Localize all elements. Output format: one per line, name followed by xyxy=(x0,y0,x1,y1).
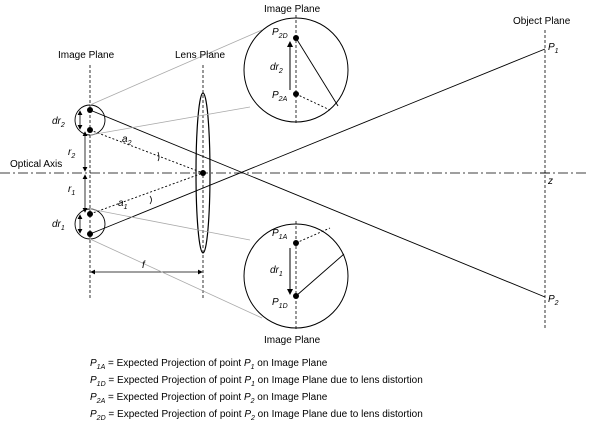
label-object-plane: Object Plane xyxy=(513,16,571,27)
legend: P1A = Expected Projection of point P1 on… xyxy=(90,357,510,425)
label-p2a: P2A xyxy=(272,90,288,103)
zoom-bot-ray xyxy=(295,253,345,297)
legend-row: P1D = Expected Projection of point P1 on… xyxy=(90,375,423,388)
label-dr1: dr1 xyxy=(52,219,65,232)
point-p2a xyxy=(293,91,299,97)
ray-p2 xyxy=(89,48,546,235)
label-optical-axis: Optical Axis xyxy=(10,159,62,170)
point-p1a xyxy=(293,240,299,246)
point-p1d xyxy=(293,293,299,299)
label-image-plane-bottom: Image Plane xyxy=(264,335,321,346)
label-image-plane-top: Image Plane xyxy=(264,4,321,15)
label-p2: P2 xyxy=(548,294,559,307)
diagram-canvas: Image Plane Lens Plane Image Plane Image… xyxy=(0,4,589,346)
label-p1d: P1D xyxy=(272,297,288,310)
label-z: z xyxy=(547,176,553,187)
legend-row: P2D = Expected Projection of point P2 on… xyxy=(90,409,423,422)
label-image-plane-left: Image Plane xyxy=(58,50,115,61)
lens-distortion-diagram: Image Plane Lens Plane Image Plane Image… xyxy=(0,4,589,422)
point-lower-a xyxy=(87,211,93,217)
label-a1: a1 xyxy=(118,198,128,211)
label-r2: r2 xyxy=(68,147,75,160)
dotted-ray-lower xyxy=(89,172,204,215)
point-p2d xyxy=(293,35,299,41)
label-p2d: P2D xyxy=(272,27,288,40)
angle-a2-arc xyxy=(157,151,160,162)
label-p1: P1 xyxy=(548,42,559,55)
lens-center-point xyxy=(200,170,206,176)
connector-bot-a xyxy=(89,208,251,241)
label-dr2: dr2 xyxy=(52,116,65,129)
label-p1a: P1A xyxy=(272,228,288,241)
legend-row: P1A = Expected Projection of point P1 on… xyxy=(90,358,328,371)
legend-row: P2A = Expected Projection of point P2 on… xyxy=(90,392,328,405)
label-zoom-dr1: dr1 xyxy=(270,265,283,278)
label-f: f xyxy=(142,260,146,271)
connector-top-b xyxy=(89,106,251,136)
label-a2: a2 xyxy=(122,134,132,147)
label-zoom-dr2: dr2 xyxy=(270,62,283,75)
connector-top-a xyxy=(89,29,263,106)
ray-p1 xyxy=(89,109,546,298)
angle-a1-arc xyxy=(149,195,152,205)
connector-bot-b xyxy=(89,238,263,319)
label-lens-plane: Lens Plane xyxy=(175,50,225,61)
dotted-ray-upper xyxy=(89,129,204,174)
point-lower-d xyxy=(87,231,93,237)
lens-ellipse xyxy=(195,92,211,254)
label-r1: r1 xyxy=(68,184,75,197)
point-upper-d xyxy=(87,107,93,113)
point-upper-a xyxy=(87,127,93,133)
zoom-top-ray xyxy=(295,37,339,107)
